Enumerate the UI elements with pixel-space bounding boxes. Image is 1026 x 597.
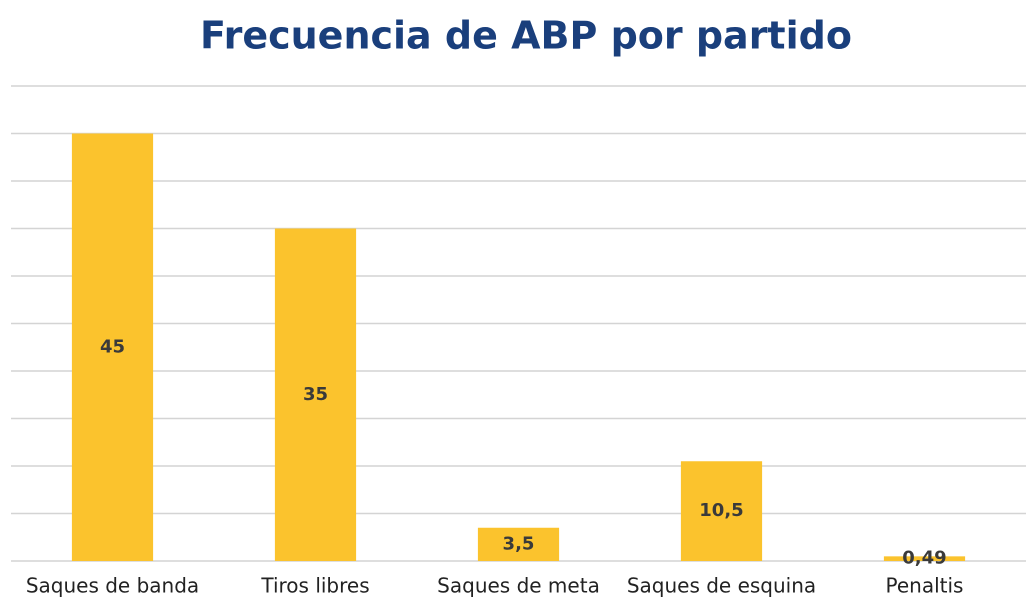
bar xyxy=(680,461,763,561)
bar xyxy=(71,133,154,561)
bar xyxy=(477,527,560,561)
bar xyxy=(274,228,357,561)
data-label: 3,5 xyxy=(503,533,535,554)
x-tick-label: Tiros libres xyxy=(260,574,369,597)
bar xyxy=(883,556,966,561)
x-tick-label: Saques de esquina xyxy=(627,574,816,597)
chart-title: Frecuencia de ABP por partido xyxy=(200,14,852,58)
x-tick-label: Saques de meta xyxy=(437,574,600,597)
data-label: 35 xyxy=(303,384,328,405)
x-tick-label: Penaltis xyxy=(886,574,964,597)
data-label: 10,5 xyxy=(699,500,743,521)
data-label: 45 xyxy=(100,336,125,357)
data-label: 0,49 xyxy=(902,548,946,569)
x-tick-label: Saques de banda xyxy=(26,574,199,597)
